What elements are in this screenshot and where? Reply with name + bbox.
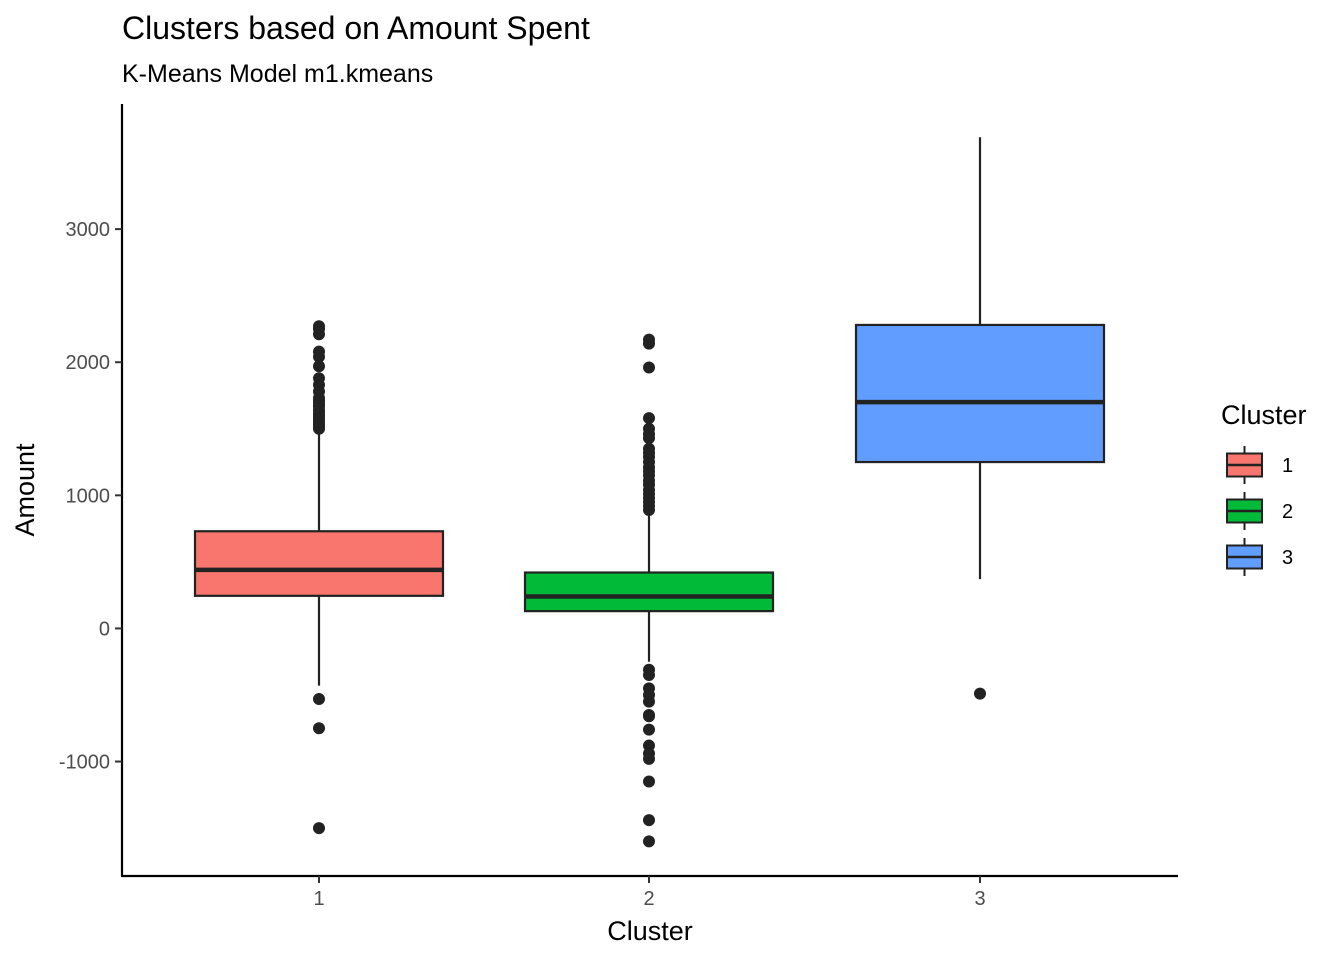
outlier-point xyxy=(643,695,655,708)
y-axis-ticks: 3000 2000 1000 0 -1000 xyxy=(59,219,122,774)
legend-item-3: 3 xyxy=(1226,538,1293,576)
legend-item-1: 1 xyxy=(1226,446,1293,484)
outlier-point xyxy=(313,422,325,435)
outlier-point xyxy=(313,350,325,363)
legend-label: 1 xyxy=(1282,455,1293,477)
x-tick-label: 2 xyxy=(643,888,654,910)
x-axis-title: Cluster xyxy=(607,916,693,946)
y-tick-label: -1000 xyxy=(59,752,110,774)
y-tick-label: 3000 xyxy=(66,219,111,241)
outlier-point xyxy=(643,432,655,445)
legend-label: 3 xyxy=(1282,547,1293,569)
chart-title: Clusters based on Amount Spent xyxy=(122,10,590,46)
box-cluster-3 xyxy=(854,137,1106,700)
outlier-point xyxy=(643,503,655,516)
legend-label: 2 xyxy=(1282,501,1293,523)
x-axis-ticks: 1 2 3 xyxy=(313,876,986,910)
outlier-point xyxy=(643,723,655,736)
box-iqr xyxy=(193,530,445,597)
outlier-point xyxy=(313,692,325,705)
box-cluster-1 xyxy=(193,320,445,835)
box-iqr xyxy=(854,323,1106,464)
outlier-point xyxy=(643,775,655,788)
outlier-point xyxy=(643,814,655,827)
outlier-point xyxy=(313,360,325,373)
x-tick-label: 1 xyxy=(313,888,324,910)
legend: Cluster 1 2 3 xyxy=(1221,400,1307,576)
legend-title: Cluster xyxy=(1221,400,1307,430)
outlier-point xyxy=(643,337,655,350)
outlier-point xyxy=(313,328,325,341)
legend-item-2: 2 xyxy=(1226,492,1293,530)
outlier-point xyxy=(313,722,325,735)
outlier-point xyxy=(643,752,655,765)
y-tick-label: 2000 xyxy=(66,352,111,374)
outlier-point xyxy=(643,361,655,374)
outlier-point xyxy=(643,710,655,723)
y-tick-label: 1000 xyxy=(66,485,111,507)
outlier-point xyxy=(643,835,655,848)
x-tick-label: 3 xyxy=(974,888,985,910)
y-axis-title: Amount xyxy=(10,443,40,537)
outlier-point xyxy=(643,669,655,682)
outlier-point xyxy=(313,822,325,835)
plot-area xyxy=(193,137,1106,848)
outlier-point xyxy=(643,412,655,425)
box-iqr xyxy=(523,571,775,613)
chart-subtitle: K-Means Model m1.kmeans xyxy=(122,60,433,88)
y-tick-label: 0 xyxy=(99,618,110,640)
outlier-point xyxy=(974,687,986,700)
box-cluster-2 xyxy=(523,333,775,848)
